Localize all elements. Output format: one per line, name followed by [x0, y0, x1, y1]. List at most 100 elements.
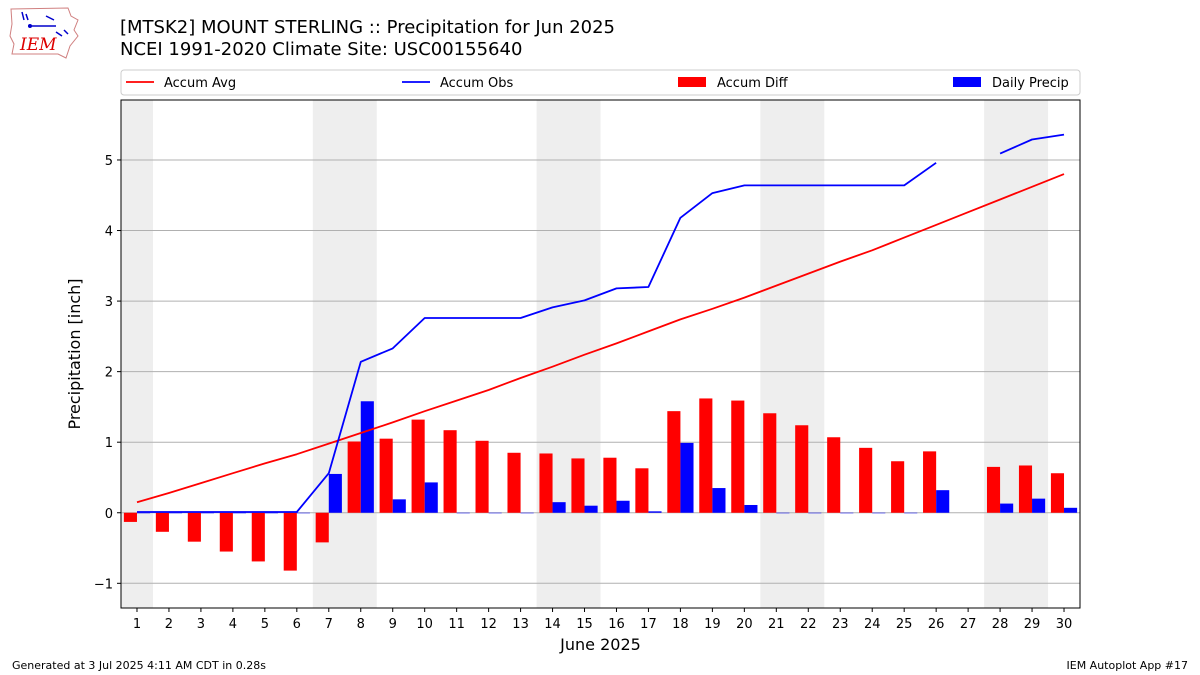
- accum-diff-bar: [795, 425, 809, 513]
- daily-precip-bar: [648, 511, 662, 513]
- daily-precip-bar: [840, 512, 854, 514]
- daily-precip-bar: [520, 512, 534, 514]
- daily-precip-bar: [424, 482, 438, 513]
- daily-precip-bar: [1032, 498, 1046, 513]
- daily-precip-bar: [136, 512, 151, 514]
- y-tick-label: 5: [105, 154, 113, 169]
- daily-precip-bar: [776, 512, 790, 514]
- daily-precip-bar: [456, 512, 470, 514]
- x-tick-label: 3: [197, 617, 205, 632]
- daily-precip-bar: [168, 512, 183, 514]
- x-tick-label: 22: [800, 617, 817, 632]
- x-tick-label: 18: [672, 617, 689, 632]
- x-tick-label: 6: [293, 617, 301, 632]
- x-tick-label: 10: [416, 617, 433, 632]
- accum-diff-bar: [315, 512, 329, 543]
- legend-label: Accum Obs: [440, 76, 513, 91]
- x-tick-label: 28: [992, 617, 1009, 632]
- x-tick-label: 11: [448, 617, 465, 632]
- x-tick-label: 12: [480, 617, 497, 632]
- accum-diff-bar: [507, 452, 521, 513]
- daily-precip-bar: [712, 488, 726, 513]
- y-tick-label: 3: [105, 295, 113, 310]
- legend-bar-swatch: [678, 77, 706, 87]
- accum-diff-bar: [283, 512, 297, 571]
- accum-diff-bar: [859, 447, 873, 513]
- daily-precip-bar: [360, 401, 374, 513]
- x-tick-label: 8: [357, 617, 365, 632]
- x-tick-label: 25: [896, 617, 913, 632]
- footer-generated: Generated at 3 Jul 2025 4:11 AM CDT in 0…: [12, 659, 266, 672]
- accum-diff-bar: [411, 419, 425, 513]
- y-tick-label: −1: [94, 577, 113, 592]
- y-tick-label: 2: [105, 366, 113, 381]
- x-axis-label: June 2025: [559, 635, 641, 654]
- accum-obs-line: [137, 162, 937, 513]
- x-tick-label: 5: [261, 617, 269, 632]
- daily-precip-bar: [232, 512, 246, 514]
- accum-diff-bar: [731, 400, 745, 513]
- daily-precip-bar: [1000, 503, 1014, 513]
- weekend-shade: [121, 100, 153, 608]
- x-tick-label: 26: [928, 617, 945, 632]
- x-tick-label: 20: [736, 617, 753, 632]
- x-tick-label: 2: [165, 617, 173, 632]
- x-tick-label: 4: [229, 617, 237, 632]
- chart-title: [MTSK2] MOUNT STERLING :: Precipitation …: [120, 17, 616, 38]
- accum-diff-bar: [1018, 465, 1033, 513]
- accum-diff-bar: [603, 457, 617, 513]
- legend: Accum Avg Accum Obs Accum Diff Daily Precip: [120, 69, 1081, 96]
- daily-precip-bar: [680, 442, 694, 513]
- accum-diff-bar: [923, 451, 937, 513]
- accum-diff-bar: [443, 430, 457, 513]
- daily-precip-bar: [552, 502, 566, 513]
- accum-diff-bar: [635, 468, 649, 513]
- chart-subtitle: NCEI 1991-2020 Climate Site: USC00155640: [120, 39, 523, 60]
- weekend-shade: [760, 100, 825, 608]
- x-tick-label: 7: [325, 617, 333, 632]
- accum-diff-bar: [379, 438, 393, 513]
- daily-precip-bar: [616, 500, 630, 513]
- daily-precip-bar: [328, 473, 342, 513]
- accum-diff-bar: [251, 512, 265, 562]
- daily-precip-bar: [488, 512, 502, 514]
- y-tick-label: 1: [105, 436, 113, 451]
- accum-diff-bar: [347, 441, 361, 513]
- accum-diff-bar: [699, 398, 713, 513]
- accum-diff-bar: [475, 440, 489, 513]
- daily-precip-bar: [808, 512, 822, 514]
- accum-diff-bar: [539, 453, 553, 513]
- x-tick-label: 14: [544, 617, 561, 632]
- x-tick-label: 21: [768, 617, 785, 632]
- daily-precip-bar: [1064, 507, 1078, 513]
- daily-precip-bar: [584, 505, 598, 513]
- x-tick-label: 9: [389, 617, 397, 632]
- x-tick-label: 16: [608, 617, 625, 632]
- accum-diff-bar: [827, 437, 841, 513]
- x-tick-label: 1: [133, 617, 141, 632]
- accum-diff-bar: [219, 512, 233, 552]
- legend-label: Daily Precip: [992, 76, 1069, 91]
- daily-precip-bar: [296, 512, 310, 514]
- footer-app: IEM Autoplot App #17: [1066, 659, 1189, 672]
- accum-obs-line: [999, 133, 1065, 155]
- daily-precip-bar: [872, 512, 886, 514]
- accum-diff-bar: [123, 512, 137, 522]
- x-tick-label: 15: [576, 617, 593, 632]
- legend-bar-swatch: [953, 77, 981, 87]
- x-tick-label: 29: [1024, 617, 1041, 632]
- accum-diff-bar: [763, 413, 777, 513]
- accum-diff-bar: [891, 461, 905, 513]
- y-tick-label: 4: [105, 225, 113, 240]
- daily-precip-bar: [936, 490, 950, 513]
- accum-avg-line: [136, 173, 1065, 504]
- x-tick-label: 24: [864, 617, 881, 632]
- daily-precip-bar: [744, 504, 758, 513]
- daily-precip-bar: [264, 512, 278, 514]
- daily-precip-bar: [392, 499, 406, 513]
- x-tick-label: 30: [1056, 617, 1073, 632]
- legend-box: [120, 69, 1081, 96]
- y-axis-label: Precipitation [inch]: [65, 278, 84, 429]
- legend-label: Accum Diff: [717, 76, 789, 91]
